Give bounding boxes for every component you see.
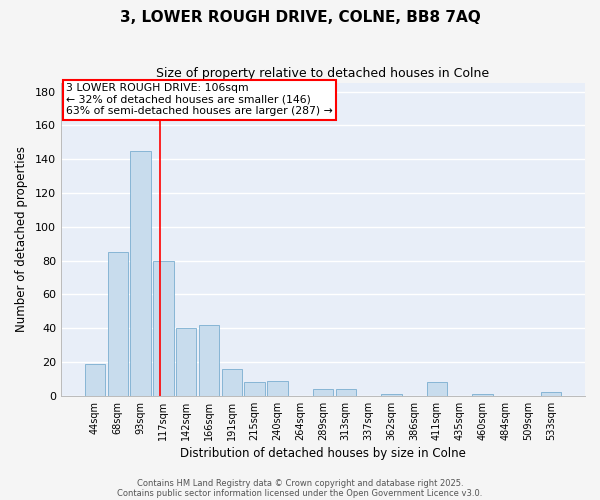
Text: 3 LOWER ROUGH DRIVE: 106sqm
← 32% of detached houses are smaller (146)
63% of se: 3 LOWER ROUGH DRIVE: 106sqm ← 32% of det… <box>66 83 333 116</box>
Bar <box>153 260 173 396</box>
Bar <box>176 328 196 396</box>
Bar <box>130 150 151 396</box>
Bar <box>199 325 219 396</box>
Bar <box>267 380 287 396</box>
Bar <box>244 382 265 396</box>
Bar <box>472 394 493 396</box>
Text: Contains public sector information licensed under the Open Government Licence v3: Contains public sector information licen… <box>118 488 482 498</box>
Title: Size of property relative to detached houses in Colne: Size of property relative to detached ho… <box>157 68 490 80</box>
Bar <box>107 252 128 396</box>
Bar <box>381 394 401 396</box>
Bar <box>541 392 561 396</box>
Bar <box>85 364 105 396</box>
Text: Contains HM Land Registry data © Crown copyright and database right 2025.: Contains HM Land Registry data © Crown c… <box>137 478 463 488</box>
Bar <box>335 389 356 396</box>
X-axis label: Distribution of detached houses by size in Colne: Distribution of detached houses by size … <box>180 447 466 460</box>
Text: 3, LOWER ROUGH DRIVE, COLNE, BB8 7AQ: 3, LOWER ROUGH DRIVE, COLNE, BB8 7AQ <box>119 10 481 25</box>
Bar <box>427 382 447 396</box>
Y-axis label: Number of detached properties: Number of detached properties <box>15 146 28 332</box>
Bar <box>313 389 333 396</box>
Bar <box>221 369 242 396</box>
